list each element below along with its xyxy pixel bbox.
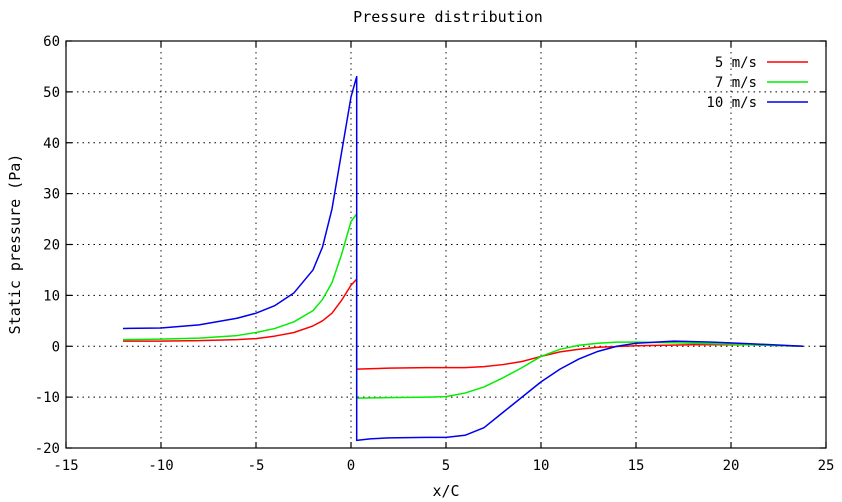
legend-label: 7 m/s — [715, 75, 757, 91]
y-tick-label: 50 — [43, 85, 60, 101]
series-line-1 — [123, 278, 804, 370]
x-tick-label: 10 — [533, 458, 550, 474]
y-tick-label: 20 — [43, 238, 60, 254]
y-axis-label: Static pressure (Pa) — [6, 154, 24, 335]
axis-ticks: -20 -10 0 10 20 30 40 50 60 -15 -10 -5 0 5 10 15 20 25 — [35, 34, 835, 474]
x-tick-label: 15 — [628, 458, 645, 474]
x-tick-label: -10 — [148, 458, 173, 474]
chart-title: Pressure distribution — [353, 8, 543, 26]
y-tick-label: 60 — [43, 34, 60, 50]
series-line-2 — [122, 213, 804, 399]
x-tick-label: 0 — [347, 458, 355, 474]
legend-label: 5 m/s — [715, 55, 757, 71]
grid — [66, 41, 826, 448]
y-tick-label: 40 — [43, 136, 60, 152]
x-tick-label: -15 — [53, 458, 78, 474]
series-line-3 — [122, 75, 804, 442]
x-tick-label: 20 — [723, 458, 740, 474]
y-tick-label: 30 — [43, 187, 60, 203]
y-tick-label: -10 — [35, 390, 60, 406]
y-tick-label: -20 — [35, 441, 60, 457]
legend-label: 10 m/s — [706, 95, 757, 111]
x-tick-label: 25 — [818, 458, 835, 474]
y-tick-label: 0 — [52, 339, 60, 355]
legend: 5 m/s 7 m/s 10 m/s — [706, 55, 808, 111]
x-axis-label: x/C — [432, 482, 459, 500]
x-tick-label: 5 — [442, 458, 450, 474]
plot-area — [122, 75, 804, 442]
x-tick-label: -5 — [248, 458, 265, 474]
y-tick-label: 10 — [43, 288, 60, 304]
